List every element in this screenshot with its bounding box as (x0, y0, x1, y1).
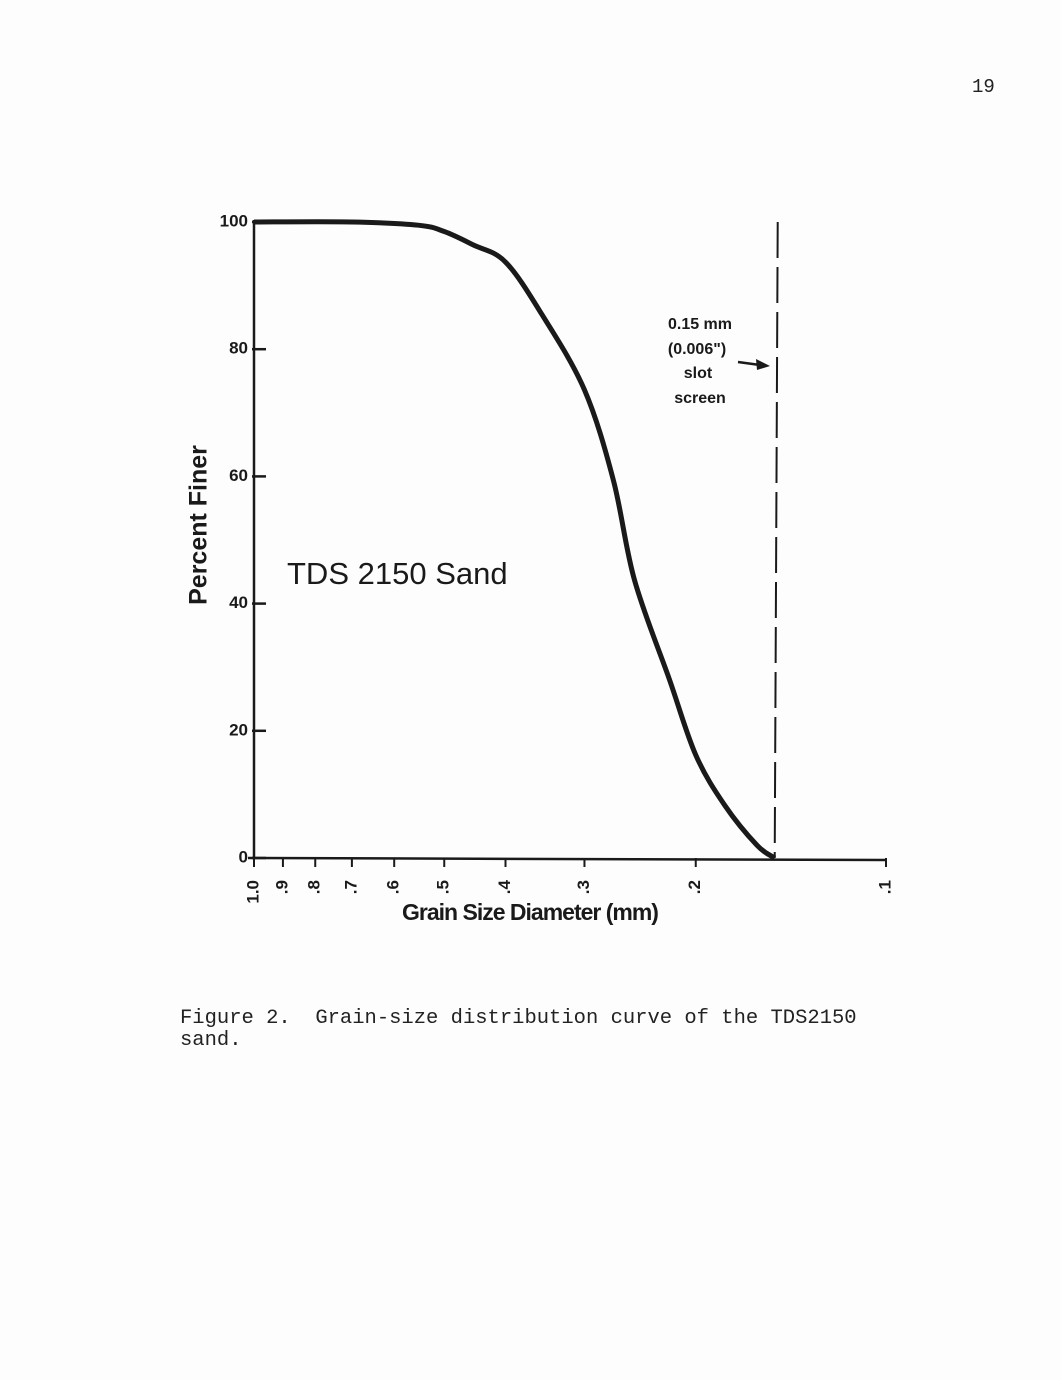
x-tick-label: .5 (434, 880, 453, 894)
x-tick-label: .3 (574, 880, 593, 894)
arrow-shaft (737, 360, 761, 367)
figure-caption: Figure 2. Grain-size distribution curve … (180, 1007, 869, 1052)
x-tick-label: .1 (875, 880, 894, 894)
y-tick-label: 20 (229, 720, 248, 739)
y-axis-label: Percent Finer (185, 445, 213, 605)
y-tick-label: 100 (220, 211, 248, 230)
x-tick-label: .4 (495, 879, 514, 894)
y-tick-label: 60 (229, 466, 248, 485)
x-axis (247, 856, 887, 862)
page-number: 19 (972, 76, 995, 98)
chart-annotation: TDS 2150 Sand (287, 556, 508, 591)
annotation: screen (674, 390, 726, 407)
x-axis-label: Grain Size Diameter (mm) (402, 899, 658, 925)
x-tick-label: 1.0 (243, 880, 262, 904)
y-tick-label: 80 (229, 339, 248, 358)
x-tick-label: .6 (384, 880, 403, 894)
reference-line (773, 221, 779, 859)
annotation: slot (684, 365, 713, 382)
annotation: (0.006") (668, 341, 726, 358)
y-tick-label: 40 (229, 593, 248, 612)
arrow-head (756, 359, 770, 370)
data-line (253, 219, 777, 861)
annotation: 0.15 mm (668, 316, 732, 333)
y-tick-label: 0 (239, 847, 248, 866)
x-tick-label: .7 (341, 880, 360, 894)
x-tick-label: .2 (685, 880, 704, 894)
x-tick-label: .9 (272, 880, 291, 894)
x-tick-label: .8 (305, 880, 324, 894)
